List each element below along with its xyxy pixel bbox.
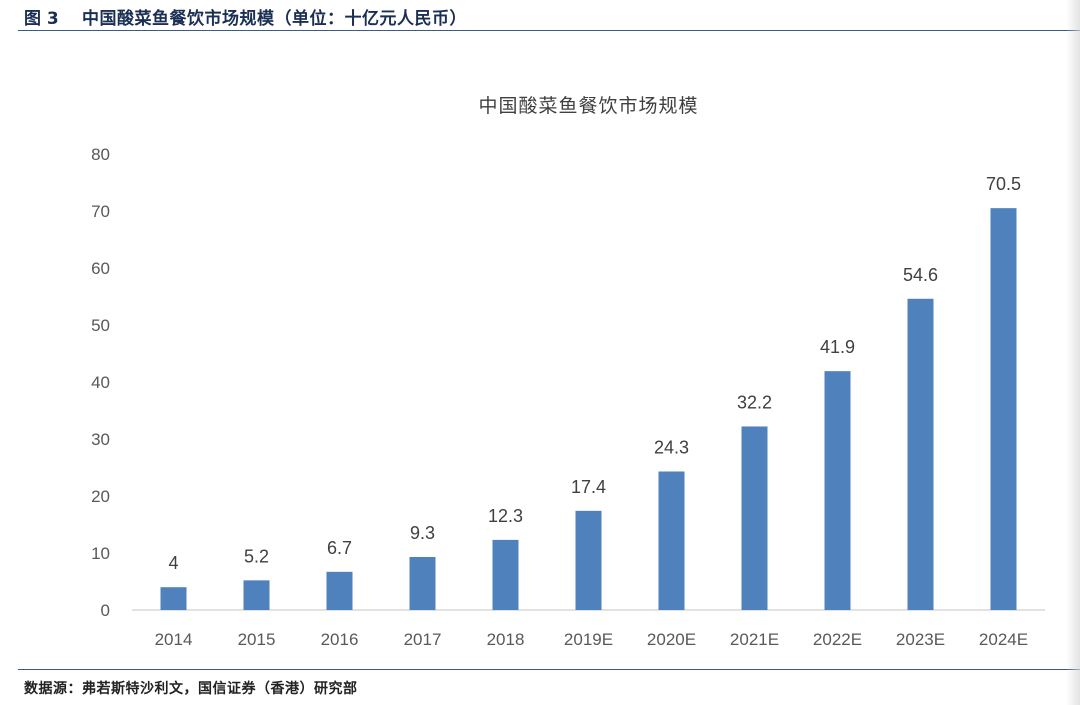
figure-title: 中国酸菜鱼餐饮市场规模（单位：十亿元人民币）	[82, 9, 467, 29]
bar	[741, 426, 768, 610]
bar	[907, 298, 934, 610]
data-label: 54.6	[903, 265, 938, 285]
x-tick-label: 2018	[487, 630, 525, 649]
y-tick-label: 60	[91, 259, 110, 278]
bar	[409, 556, 436, 610]
data-label: 6.7	[327, 538, 352, 558]
data-label: 70.5	[986, 174, 1021, 194]
source-note: 数据源：弗若斯特沙利文，国信证券（香港）研究部	[24, 681, 358, 697]
chart-area: 中国酸菜鱼餐饮市场规模 0 10 20 30 40 50 60 70 80 4 2014 5.2 2015…	[0, 30, 1080, 670]
data-label: 12.3	[488, 506, 523, 526]
y-tick-label: 10	[91, 544, 110, 563]
x-tick-label: 2024E	[979, 630, 1028, 649]
y-tick-label: 40	[91, 373, 110, 392]
y-tick-label: 50	[91, 316, 110, 335]
bar	[575, 510, 602, 610]
figure-number: 图 3	[24, 9, 59, 29]
bar-chart: 中国酸菜鱼餐饮市场规模 0 10 20 30 40 50 60 70 80 4 2014 5.2 2015…	[91, 95, 1045, 649]
data-label: 17.4	[571, 477, 606, 497]
x-tick-label: 2023E	[896, 630, 945, 649]
footer-divider	[18, 669, 1080, 670]
figure-header: 图 3 中国酸菜鱼餐饮市场规模（单位：十亿元人民币）	[18, 2, 1080, 31]
y-tick-label: 20	[91, 487, 110, 506]
x-tick-label: 2017	[404, 630, 442, 649]
bar	[824, 371, 851, 610]
x-tick-label: 2016	[321, 630, 359, 649]
x-tick-label: 2020E	[647, 630, 696, 649]
bar	[243, 580, 270, 610]
data-label: 32.2	[737, 392, 772, 412]
x-tick-label: 2021E	[730, 630, 779, 649]
bar	[160, 587, 187, 610]
y-tick-label: 0	[101, 601, 110, 620]
bar	[658, 471, 685, 610]
data-label: 4	[168, 553, 178, 573]
bar	[492, 539, 519, 610]
data-label: 24.3	[654, 437, 689, 457]
y-tick-label: 70	[91, 202, 110, 221]
x-tick-label: 2015	[238, 630, 276, 649]
y-tick-label: 80	[91, 145, 110, 164]
bar	[990, 208, 1017, 610]
x-tick-label: 2022E	[813, 630, 862, 649]
y-tick-label: 30	[91, 430, 110, 449]
x-tick-label: 2019E	[564, 630, 613, 649]
chart-title: 中国酸菜鱼餐饮市场规模	[478, 95, 698, 117]
x-tick-label: 2014	[155, 630, 193, 649]
data-label: 41.9	[820, 337, 855, 357]
data-label: 9.3	[410, 523, 435, 543]
data-label: 5.2	[244, 546, 269, 566]
bar	[326, 571, 353, 610]
page-edge-shadow	[1066, 0, 1080, 705]
